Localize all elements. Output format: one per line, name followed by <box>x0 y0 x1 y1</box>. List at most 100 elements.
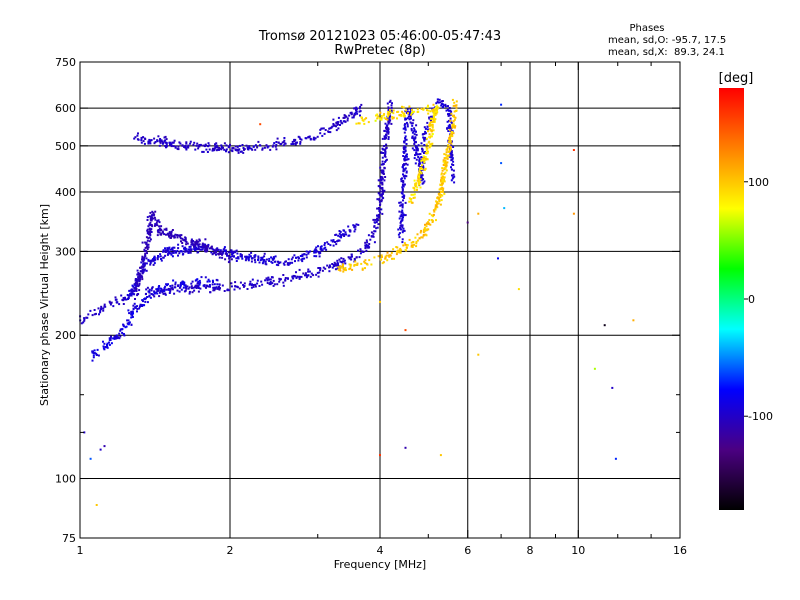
echo-point <box>387 132 390 135</box>
x-tick-label: 2 <box>227 544 234 557</box>
echo-point <box>83 431 86 434</box>
echo-point <box>265 258 268 261</box>
echo-point <box>170 145 173 148</box>
echo-point <box>165 233 167 236</box>
echo-point <box>197 282 200 285</box>
echo-point <box>241 144 244 146</box>
echo-point <box>237 151 240 154</box>
echo-point <box>403 168 406 171</box>
echo-point <box>377 207 380 209</box>
echo-point <box>400 213 403 216</box>
echo-point <box>332 264 335 266</box>
echo-point <box>421 174 424 177</box>
echo-point <box>359 105 362 108</box>
echo-point <box>444 160 447 163</box>
echo-point <box>378 198 381 201</box>
echo-point <box>450 166 452 169</box>
echo-point <box>370 263 373 266</box>
echo-point <box>106 343 108 346</box>
echo-point <box>348 268 351 271</box>
echo-point <box>142 140 145 143</box>
echo-point <box>137 293 140 295</box>
echo-point <box>406 123 409 126</box>
echo-point <box>278 280 281 283</box>
echo-point <box>313 255 316 258</box>
echo-point <box>387 131 390 134</box>
echo-point <box>572 149 575 151</box>
echo-point <box>247 148 250 151</box>
echo-point <box>199 248 202 251</box>
echo-point <box>343 233 346 236</box>
echo-point <box>263 252 266 255</box>
echo-point <box>194 249 196 252</box>
echo-point <box>227 146 230 149</box>
echo-point <box>149 234 152 237</box>
echo-point <box>401 231 404 234</box>
echo-point <box>439 101 442 104</box>
echo-point <box>376 207 379 210</box>
echo-point <box>388 116 391 119</box>
echo-point <box>253 259 256 261</box>
echo-point <box>164 254 167 257</box>
echo-point <box>197 290 200 293</box>
echo-point <box>251 278 254 281</box>
echo-point <box>197 147 200 150</box>
echo-point <box>154 210 157 213</box>
echo-point <box>154 141 157 143</box>
echo-point <box>380 208 383 211</box>
echo-point <box>134 298 136 300</box>
echo-point <box>165 249 167 252</box>
echo-point <box>138 280 141 283</box>
echo-point <box>92 356 95 359</box>
echo-point <box>379 166 382 169</box>
echo-point <box>389 99 392 102</box>
echo-point <box>477 353 480 356</box>
echo-point <box>376 198 379 201</box>
echo-point <box>410 127 413 130</box>
echo-point <box>361 250 364 253</box>
echo-point <box>270 260 273 263</box>
echo-point <box>391 116 394 118</box>
echo-point <box>156 290 159 292</box>
echo-point <box>108 300 111 303</box>
echo-point <box>295 141 298 144</box>
echo-point <box>424 127 427 130</box>
echo-point <box>359 114 361 117</box>
echo-point <box>450 121 453 124</box>
echo-point <box>204 248 207 251</box>
echo-point <box>381 193 384 195</box>
echo-point <box>247 147 250 150</box>
echo-point <box>174 286 177 289</box>
echo-point <box>202 284 205 287</box>
echo-point <box>315 246 318 249</box>
echo-point <box>240 150 243 153</box>
echo-point <box>402 181 405 184</box>
echo-point <box>445 165 448 168</box>
echo-point <box>376 117 379 120</box>
echo-point <box>374 218 377 221</box>
echo-point <box>413 243 415 246</box>
echo-point <box>283 263 286 266</box>
echo-point <box>250 251 253 254</box>
echo-point <box>386 251 389 254</box>
echo-point <box>122 297 125 299</box>
echo-point <box>198 238 201 241</box>
echo-point <box>114 296 117 299</box>
echo-point <box>348 257 351 260</box>
echo-point <box>374 119 377 122</box>
echo-point <box>243 148 246 151</box>
echo-point <box>323 242 326 245</box>
echo-point <box>207 278 210 281</box>
echo-point <box>389 254 392 257</box>
echo-point <box>357 249 359 252</box>
echo-point <box>142 260 145 263</box>
echo-point <box>169 142 171 145</box>
echo-point <box>91 359 94 362</box>
echo-point <box>150 289 153 292</box>
echo-point <box>159 287 162 290</box>
echo-point <box>401 188 404 190</box>
echo-point <box>390 106 393 109</box>
echo-point <box>423 228 426 231</box>
echo-point <box>211 283 214 286</box>
echo-point <box>340 257 343 260</box>
